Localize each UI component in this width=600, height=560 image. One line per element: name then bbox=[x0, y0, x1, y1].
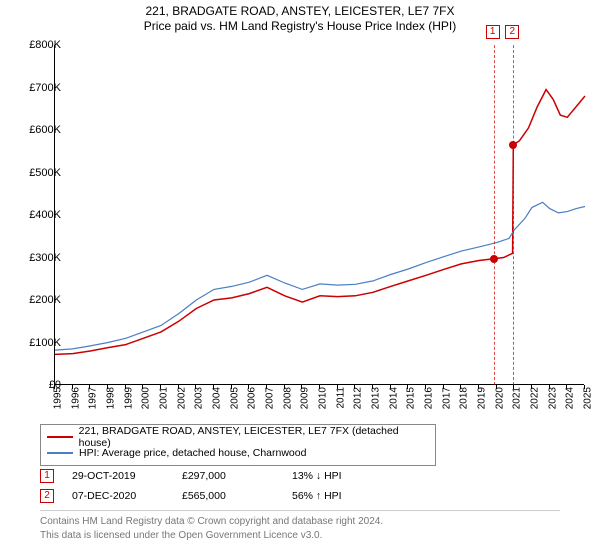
transaction-price: £565,000 bbox=[182, 490, 262, 502]
x-axis-tick-label: 2014 bbox=[388, 387, 399, 409]
series-line-price_paid bbox=[55, 90, 585, 355]
marker-label-2: 2 bbox=[505, 25, 519, 39]
x-axis-tick-label: 2024 bbox=[565, 387, 576, 409]
transaction-delta: 56% ↑ HPI bbox=[292, 490, 372, 502]
legend-swatch bbox=[47, 452, 73, 454]
transaction-table: 1 29-OCT-2019 £297,000 13% ↓ HPI 2 07-DEC-202… bbox=[40, 466, 402, 506]
x-axis-tick-label: 1995 bbox=[53, 387, 64, 409]
y-axis-tick-label: £600K bbox=[11, 124, 61, 136]
transaction-row: 2 07-DEC-2020 £565,000 56% ↑ HPI bbox=[40, 486, 402, 506]
footnote-line2: This data is licensed under the Open Gov… bbox=[40, 530, 322, 541]
footnote-line1: Contains HM Land Registry data © Crown c… bbox=[40, 516, 383, 527]
y-axis-tick-label: £100K bbox=[11, 337, 61, 349]
x-axis-tick-label: 2006 bbox=[247, 387, 258, 409]
marker-dot-1 bbox=[490, 255, 498, 263]
x-axis-tick-label: 2008 bbox=[282, 387, 293, 409]
transaction-price: £297,000 bbox=[182, 470, 262, 482]
y-axis-tick-label: £500K bbox=[11, 167, 61, 179]
x-axis-tick-label: 2000 bbox=[141, 387, 152, 409]
marker-label-1: 1 bbox=[486, 25, 500, 39]
x-axis-tick-label: 2021 bbox=[512, 387, 523, 409]
y-axis-tick-label: £300K bbox=[11, 252, 61, 264]
x-axis-tick-label: 1996 bbox=[70, 387, 81, 409]
transaction-row: 1 29-OCT-2019 £297,000 13% ↓ HPI bbox=[40, 466, 402, 486]
x-axis-tick-label: 1999 bbox=[123, 387, 134, 409]
footnote: Contains HM Land Registry data © Crown c… bbox=[40, 510, 560, 542]
x-axis-tick-label: 2010 bbox=[318, 387, 329, 409]
y-axis-tick-label: £700K bbox=[11, 82, 61, 94]
legend-item: 221, BRADGATE ROAD, ANSTEY, LEICESTER, L… bbox=[47, 429, 429, 445]
x-axis-tick-label: 2001 bbox=[159, 387, 170, 409]
x-axis-tick-label: 2022 bbox=[530, 387, 541, 409]
y-axis-tick-label: £200K bbox=[11, 294, 61, 306]
x-axis-tick-label: 2025 bbox=[583, 387, 594, 409]
legend-label: HPI: Average price, detached house, Char… bbox=[79, 447, 306, 459]
x-axis-tick-label: 2020 bbox=[494, 387, 505, 409]
y-axis-tick-label: £400K bbox=[11, 209, 61, 221]
transaction-marker: 1 bbox=[40, 469, 54, 483]
x-axis-tick-label: 2012 bbox=[353, 387, 364, 409]
x-axis-tick-label: 2016 bbox=[424, 387, 435, 409]
chart-title-line1: 221, BRADGATE ROAD, ANSTEY, LEICESTER, L… bbox=[0, 4, 600, 18]
plot-area bbox=[54, 45, 584, 385]
transaction-date: 29-OCT-2019 bbox=[72, 470, 152, 482]
marker-vline-1 bbox=[494, 45, 495, 385]
x-axis-tick-label: 2017 bbox=[441, 387, 452, 409]
x-axis-tick-label: 2003 bbox=[194, 387, 205, 409]
chart-lines-svg bbox=[55, 45, 585, 385]
chart-container: £0£100K£200K£300K£400K£500K£600K£700K£80… bbox=[4, 37, 594, 413]
x-axis-tick-label: 2011 bbox=[335, 387, 346, 409]
transaction-marker: 2 bbox=[40, 489, 54, 503]
x-axis-tick-label: 2007 bbox=[265, 387, 276, 409]
x-axis-tick-label: 2004 bbox=[212, 387, 223, 409]
x-axis-tick-label: 2018 bbox=[459, 387, 470, 409]
legend-box: 221, BRADGATE ROAD, ANSTEY, LEICESTER, L… bbox=[40, 424, 436, 466]
x-axis-tick-label: 1997 bbox=[88, 387, 99, 409]
transaction-delta: 13% ↓ HPI bbox=[292, 470, 372, 482]
x-axis-tick-label: 1998 bbox=[106, 387, 117, 409]
transaction-date: 07-DEC-2020 bbox=[72, 490, 152, 502]
x-axis-tick-label: 2015 bbox=[406, 387, 417, 409]
marker-vline-2 bbox=[513, 45, 514, 385]
x-axis-tick-label: 2005 bbox=[229, 387, 240, 409]
marker-dot-2 bbox=[509, 141, 517, 149]
x-axis-tick-label: 2009 bbox=[300, 387, 311, 409]
legend-label: 221, BRADGATE ROAD, ANSTEY, LEICESTER, L… bbox=[79, 425, 429, 449]
x-axis-tick-label: 2019 bbox=[477, 387, 488, 409]
x-axis-tick-label: 2013 bbox=[371, 387, 382, 409]
x-axis-tick-label: 2023 bbox=[547, 387, 558, 409]
legend-swatch bbox=[47, 436, 73, 438]
x-axis-tick-label: 2002 bbox=[176, 387, 187, 409]
series-line-hpi bbox=[55, 202, 585, 350]
y-axis-tick-label: £800K bbox=[11, 39, 61, 51]
